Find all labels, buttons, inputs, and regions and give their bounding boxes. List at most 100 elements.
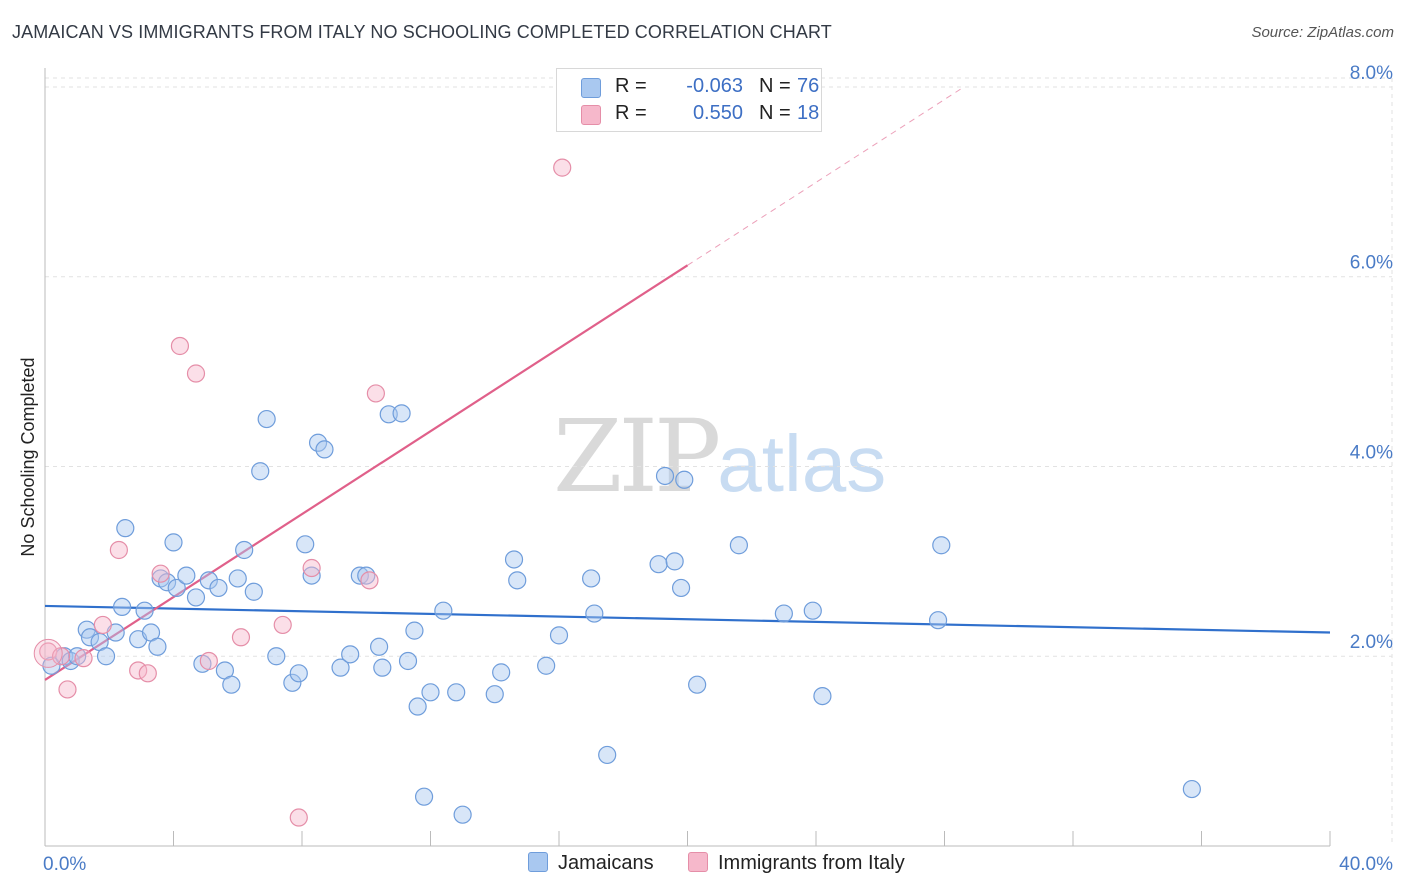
point-jamaicans bbox=[434, 601, 453, 620]
y-tick-label: 6.0% bbox=[1350, 253, 1393, 274]
point-jamaicans bbox=[370, 637, 389, 656]
point-jamaicans bbox=[585, 604, 604, 623]
point-jamaicans bbox=[932, 536, 951, 555]
bottom-legend-italy: Immigrants from Italy bbox=[688, 852, 905, 875]
point-jamaicans bbox=[244, 582, 263, 601]
y-tick-label: 8.0% bbox=[1350, 63, 1393, 84]
y-tick-label: 4.0% bbox=[1350, 442, 1393, 463]
bottom-legend-swatch-italy bbox=[688, 852, 708, 872]
point-jamaicans bbox=[688, 675, 707, 694]
point-jamaicans bbox=[42, 656, 61, 675]
x-tick-label: 0.0% bbox=[43, 854, 86, 875]
point-jamaicans bbox=[135, 601, 154, 620]
point-jamaicans bbox=[414, 787, 434, 806]
point-jamaicans bbox=[671, 578, 691, 598]
point-jamaicans bbox=[398, 651, 418, 671]
point-jamaicans bbox=[447, 683, 466, 702]
point-italy bbox=[151, 564, 170, 583]
point-jamaicans bbox=[582, 569, 601, 588]
axis-labels: 2.0% 4.0% 6.0% 8.0% 0.0% 40.0% No Schooling Co… bbox=[18, 63, 1393, 875]
point-jamaicans bbox=[148, 637, 167, 656]
point-jamaicans bbox=[492, 663, 511, 682]
watermark-atlas: atlas bbox=[717, 419, 887, 508]
point-jamaicans bbox=[729, 536, 749, 555]
x-tick-label: 40.0% bbox=[1339, 854, 1393, 875]
point-jamaicans bbox=[228, 569, 247, 588]
point-italy bbox=[186, 364, 206, 383]
point-italy bbox=[33, 638, 63, 668]
point-jamaicans bbox=[649, 555, 668, 574]
point-jamaicans bbox=[405, 621, 424, 640]
trend-lines bbox=[44, 88, 1331, 681]
point-jamaicans bbox=[675, 470, 694, 489]
point-italy bbox=[289, 808, 308, 827]
axes bbox=[44, 68, 1331, 847]
legend-r-value: -0.063 bbox=[686, 75, 743, 97]
bottom-legend-label-italy: Immigrants from Italy bbox=[718, 852, 905, 874]
point-jamaicans bbox=[421, 683, 440, 702]
point-jamaicans bbox=[302, 566, 321, 585]
point-jamaicans bbox=[116, 519, 135, 538]
point-jamaicans bbox=[453, 805, 472, 824]
chart-title: JAMAICAN VS IMMIGRANTS FROM ITALY NO SCH… bbox=[12, 22, 832, 42]
point-jamaicans bbox=[177, 566, 196, 585]
watermark: ZIPatlas bbox=[553, 398, 886, 515]
data-points bbox=[33, 158, 1201, 827]
point-jamaicans bbox=[257, 409, 276, 429]
point-jamaicans bbox=[112, 597, 132, 617]
point-jamaicans bbox=[598, 745, 617, 765]
point-jamaicans bbox=[485, 685, 504, 704]
point-italy bbox=[74, 649, 93, 668]
bottom-legend-label-jamaicans: Jamaicans bbox=[558, 852, 654, 874]
point-jamaicans bbox=[251, 462, 270, 481]
y-axis-label: No Schooling Completed bbox=[18, 357, 38, 556]
bottom-legend-swatch-jamaicans bbox=[528, 852, 548, 872]
point-italy bbox=[302, 558, 321, 578]
point-italy bbox=[366, 384, 385, 403]
point-jamaicans bbox=[199, 571, 218, 590]
point-jamaicans bbox=[315, 440, 334, 459]
point-jamaicans bbox=[267, 647, 286, 666]
point-jamaicans bbox=[308, 433, 328, 452]
point-jamaicans bbox=[803, 601, 822, 620]
point-jamaicans bbox=[408, 697, 427, 716]
point-italy bbox=[93, 615, 112, 635]
point-jamaicans bbox=[96, 647, 116, 666]
point-jamaicans bbox=[508, 571, 527, 590]
point-italy bbox=[58, 680, 77, 699]
point-jamaicans bbox=[504, 550, 524, 569]
legend-swatch-italy bbox=[581, 105, 601, 125]
point-jamaicans bbox=[392, 404, 411, 423]
point-jamaicans bbox=[928, 611, 948, 630]
legend-r-label: R = bbox=[615, 102, 647, 124]
point-jamaicans bbox=[350, 566, 369, 585]
legend-r-value: 0.550 bbox=[692, 102, 743, 124]
point-jamaicans bbox=[164, 533, 183, 552]
point-jamaicans bbox=[379, 405, 398, 424]
point-jamaicans bbox=[209, 578, 228, 598]
point-jamaicans bbox=[331, 658, 350, 677]
point-jamaicans bbox=[296, 535, 315, 554]
bottom-legend-jamaicans: Jamaicans bbox=[528, 852, 654, 875]
point-jamaicans bbox=[1182, 779, 1201, 799]
legend-swatch-jamaicans bbox=[581, 78, 601, 98]
point-italy bbox=[109, 540, 128, 560]
point-jamaicans bbox=[80, 628, 100, 647]
point-jamaicans bbox=[655, 466, 675, 486]
trend-line-jamaicans bbox=[44, 604, 1331, 634]
legend-n-label: N = bbox=[759, 75, 791, 97]
point-italy bbox=[138, 664, 157, 683]
point-italy bbox=[273, 615, 292, 635]
point-jamaicans bbox=[774, 604, 793, 623]
source-label: Source: ZipAtlas.com bbox=[1251, 24, 1394, 41]
point-jamaicans bbox=[537, 656, 556, 675]
grid-lines bbox=[45, 77, 1393, 846]
point-jamaicans bbox=[235, 540, 254, 560]
y-tick-label: 2.0% bbox=[1350, 632, 1393, 653]
watermark-zip: ZIP bbox=[553, 398, 721, 515]
point-jamaicans bbox=[289, 664, 308, 683]
legend-n-value: 76 bbox=[797, 75, 820, 97]
point-jamaicans bbox=[186, 588, 206, 607]
legend-n-value: 18 bbox=[797, 102, 820, 124]
